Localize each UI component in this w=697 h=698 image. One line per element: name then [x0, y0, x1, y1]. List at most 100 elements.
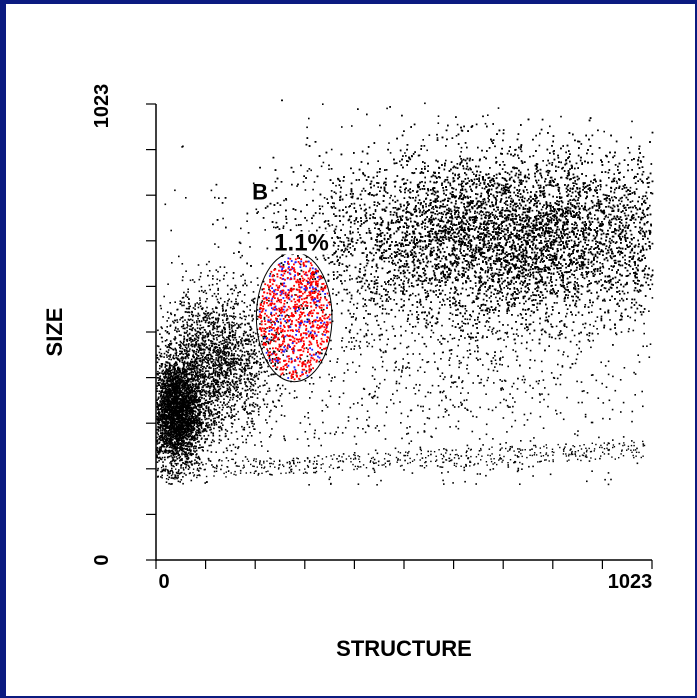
data-point: [187, 365, 189, 367]
data-point: [191, 324, 193, 326]
data-point: [222, 304, 224, 306]
data-point: [220, 440, 222, 442]
data-point: [253, 332, 255, 334]
data-point: [162, 461, 164, 463]
data-point: [225, 352, 227, 354]
data-point: [172, 381, 174, 383]
data-point: [176, 417, 178, 419]
data-point: [166, 379, 168, 381]
data-point: [236, 431, 238, 433]
data-point: [202, 464, 204, 466]
data-point: [211, 355, 213, 357]
data-point: [193, 440, 195, 442]
data-point: [244, 427, 246, 429]
data-point: [226, 319, 228, 321]
data-point: [162, 400, 164, 402]
data-point: [171, 434, 173, 436]
data-point: [218, 382, 220, 384]
data-point: [220, 369, 222, 371]
data-point: [182, 414, 184, 416]
data-point: [232, 334, 234, 336]
data-point: [210, 333, 212, 335]
data-point: [183, 328, 185, 330]
data-point: [234, 365, 236, 367]
data-point: [225, 309, 227, 311]
data-point: [202, 344, 204, 346]
data-point: [217, 299, 219, 301]
data-point: [188, 367, 190, 369]
data-point: [224, 329, 226, 331]
data-point: [187, 397, 189, 399]
data-point: [244, 378, 246, 380]
data-point: [223, 398, 225, 400]
data-point: [196, 357, 198, 359]
data-point: [212, 322, 214, 324]
data-point: [197, 404, 199, 406]
data-point: [229, 383, 231, 385]
data-point: [199, 397, 201, 399]
data-point: [238, 446, 240, 448]
data-point: [167, 443, 169, 445]
data-point: [223, 370, 225, 372]
data-point: [166, 382, 168, 384]
data-point: [212, 275, 214, 277]
data-point: [182, 297, 184, 299]
data-point: [199, 447, 201, 449]
data-point: [264, 318, 266, 320]
data-point: [235, 287, 237, 289]
data-point: [216, 417, 218, 419]
data-point: [229, 315, 231, 317]
data-point: [176, 352, 178, 354]
data-point: [171, 439, 173, 441]
data-point: [219, 369, 221, 371]
data-point: [222, 353, 224, 355]
data-point: [198, 400, 200, 402]
data-point: [236, 389, 238, 391]
data-point: [231, 322, 233, 324]
data-point: [224, 339, 226, 341]
data-point: [168, 358, 170, 360]
data-point: [269, 416, 271, 418]
data-point: [170, 354, 172, 356]
data-point: [195, 418, 197, 420]
data-point: [253, 423, 255, 425]
data-point: [201, 462, 203, 464]
data-point: [193, 446, 195, 448]
data-point: [166, 371, 168, 373]
data-point: [158, 460, 160, 462]
data-point: [174, 406, 176, 408]
data-point: [157, 413, 159, 415]
data-point: [179, 380, 181, 382]
data-point: [271, 337, 273, 339]
data-point: [268, 341, 270, 343]
data-point: [159, 400, 161, 402]
data-point: [175, 374, 177, 376]
data-point: [219, 366, 221, 368]
data-point: [246, 395, 248, 397]
data-point: [186, 322, 188, 324]
data-point: [168, 355, 170, 357]
data-point: [181, 425, 183, 427]
data-point: [161, 384, 163, 386]
data-point: [212, 400, 214, 402]
data-point: [190, 365, 192, 367]
data-point: [171, 365, 173, 367]
data-point: [179, 385, 181, 387]
data-point: [188, 346, 190, 348]
data-point: [249, 372, 251, 374]
data-point: [248, 351, 250, 353]
data-point: [249, 334, 251, 336]
data-point: [186, 327, 188, 329]
data-point: [196, 432, 198, 434]
data-point: [164, 409, 166, 411]
data-point: [248, 339, 250, 341]
data-point: [162, 341, 164, 343]
data-point: [157, 362, 159, 364]
data-point: [179, 334, 181, 336]
data-point: [231, 350, 233, 352]
data-point: [216, 424, 218, 426]
data-point: [194, 435, 196, 437]
data-point: [182, 427, 184, 429]
data-point: [253, 291, 255, 293]
data-point: [183, 436, 185, 438]
